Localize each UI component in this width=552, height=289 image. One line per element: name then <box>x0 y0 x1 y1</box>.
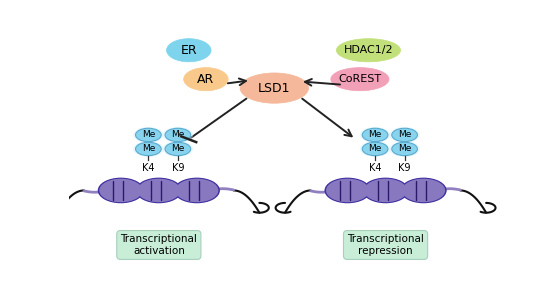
Ellipse shape <box>167 39 211 62</box>
Ellipse shape <box>364 179 407 202</box>
Ellipse shape <box>99 179 142 202</box>
Ellipse shape <box>162 127 193 143</box>
Text: K9: K9 <box>399 163 411 173</box>
Ellipse shape <box>360 141 390 157</box>
Ellipse shape <box>162 141 193 157</box>
Text: LSD1: LSD1 <box>258 81 290 95</box>
Ellipse shape <box>137 179 181 202</box>
Text: Me: Me <box>398 144 411 153</box>
Ellipse shape <box>360 127 390 143</box>
Ellipse shape <box>400 178 447 203</box>
Ellipse shape <box>184 68 228 91</box>
Text: Transcriptional
activation: Transcriptional activation <box>120 234 197 256</box>
Text: HDAC1/2: HDAC1/2 <box>344 45 393 55</box>
Ellipse shape <box>174 178 220 203</box>
Ellipse shape <box>362 142 388 155</box>
Ellipse shape <box>136 128 161 142</box>
Ellipse shape <box>326 179 369 202</box>
Text: Me: Me <box>398 130 411 139</box>
Ellipse shape <box>336 39 401 62</box>
Ellipse shape <box>240 73 309 103</box>
Ellipse shape <box>133 127 164 143</box>
Ellipse shape <box>389 141 420 157</box>
Text: K9: K9 <box>172 163 184 173</box>
Text: CoREST: CoREST <box>338 74 381 84</box>
Text: K4: K4 <box>142 163 155 173</box>
Text: K4: K4 <box>369 163 381 173</box>
Text: Me: Me <box>142 144 155 153</box>
Ellipse shape <box>331 68 389 91</box>
Text: Me: Me <box>142 130 155 139</box>
Ellipse shape <box>176 179 219 202</box>
Text: Me: Me <box>368 130 382 139</box>
Ellipse shape <box>325 178 371 203</box>
Ellipse shape <box>389 127 420 143</box>
Text: AR: AR <box>197 73 215 86</box>
Text: Me: Me <box>171 144 184 153</box>
Ellipse shape <box>392 128 417 142</box>
Ellipse shape <box>165 128 190 142</box>
Ellipse shape <box>136 178 182 203</box>
Text: ER: ER <box>181 44 197 57</box>
Ellipse shape <box>402 179 445 202</box>
Ellipse shape <box>392 142 417 155</box>
Ellipse shape <box>165 142 190 155</box>
Ellipse shape <box>363 178 408 203</box>
Ellipse shape <box>362 128 388 142</box>
Text: Me: Me <box>171 130 184 139</box>
Ellipse shape <box>98 178 144 203</box>
Text: Transcriptional
repression: Transcriptional repression <box>347 234 424 256</box>
Ellipse shape <box>133 141 164 157</box>
Text: Me: Me <box>368 144 382 153</box>
Ellipse shape <box>136 142 161 155</box>
